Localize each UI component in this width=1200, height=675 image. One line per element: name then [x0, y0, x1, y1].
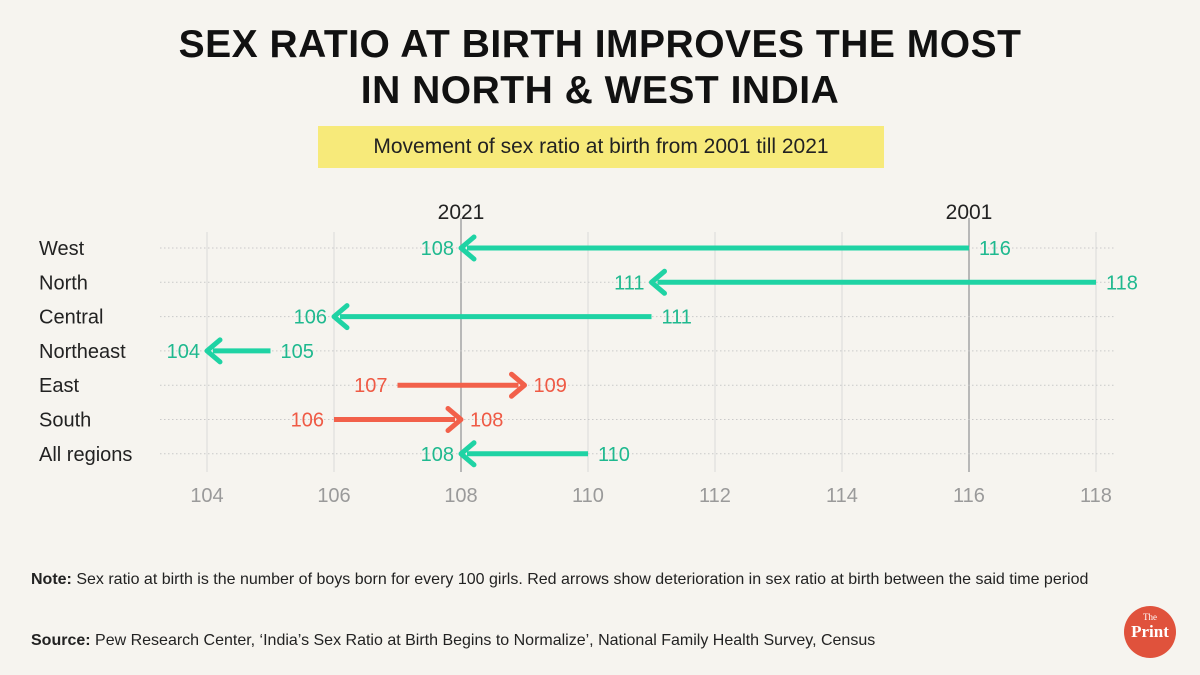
x-tick-label: 116 — [953, 485, 985, 507]
region-label: South — [39, 410, 91, 432]
x-tick-label: 106 — [317, 485, 350, 507]
source: Source: Pew Research Center, ‘India’s Se… — [31, 629, 1111, 653]
title-line-2: IN NORTH & WEST INDIA — [360, 69, 840, 112]
value-label-2001: 118 — [1106, 272, 1138, 294]
arrow-head — [458, 440, 477, 468]
arrow-head — [649, 268, 667, 296]
region-label: Central — [39, 307, 103, 329]
arrow-head — [331, 303, 350, 331]
arrow-head — [458, 234, 477, 262]
x-tick-label: 110 — [572, 485, 604, 507]
x-tick-label: 114 — [826, 485, 858, 507]
note-text: Sex ratio at birth is the number of boys… — [71, 571, 1089, 588]
value-label-2021: 108 — [421, 444, 454, 466]
logo-the: The — [1143, 612, 1157, 622]
x-tick-label: 112 — [699, 485, 731, 507]
chart-subtitle: Movement of sex ratio at birth from 2001… — [318, 126, 884, 168]
value-label-2001: 111 — [662, 307, 692, 329]
value-label-2021: 106 — [294, 307, 327, 329]
note-label: Note: — [31, 571, 72, 588]
note: Note: Sex ratio at birth is the number o… — [31, 568, 1111, 592]
value-label-2001: 106 — [291, 410, 324, 432]
logo-print: Print — [1131, 622, 1169, 641]
region-label: All regions — [39, 444, 132, 466]
value-label-2021: 108 — [421, 238, 454, 260]
value-label-2021: 108 — [470, 410, 503, 432]
region-label: North — [39, 272, 88, 294]
region-label: East — [39, 375, 79, 397]
arrow-head — [509, 371, 527, 399]
region-label: West — [39, 238, 85, 260]
value-label-2001: 116 — [979, 238, 1011, 260]
value-label-2021: 111 — [614, 272, 644, 294]
value-label-2001: 105 — [281, 341, 314, 363]
arrow-chart: 104 106 108 110 112 114 116 118 2021 2001 West 116 1… — [39, 201, 1138, 507]
reference-label-2001: 2001 — [946, 201, 993, 224]
chart-title: SEX RATIO AT BIRTH IMPROVES THE MOST IN … — [0, 22, 1200, 114]
value-label-2021: 109 — [534, 375, 567, 397]
region-label: Northeast — [39, 341, 126, 363]
value-label-2021: 104 — [167, 341, 200, 363]
title-line-1: SEX RATIO AT BIRTH IMPROVES THE MOST — [178, 23, 1022, 66]
arrow-head — [445, 406, 464, 433]
source-text: Pew Research Center, ‘India’s Sex Ratio … — [90, 632, 876, 649]
x-tick-label: 108 — [444, 485, 477, 507]
x-tick-label: 118 — [1080, 485, 1112, 507]
arrow-head — [204, 337, 223, 365]
source-label: Source: — [31, 632, 91, 649]
value-label-2001: 110 — [598, 444, 630, 466]
reference-label-2021: 2021 — [438, 201, 485, 224]
theprint-logo: The Print — [1124, 606, 1176, 658]
value-label-2001: 107 — [354, 375, 387, 397]
x-tick-label: 104 — [190, 485, 223, 507]
